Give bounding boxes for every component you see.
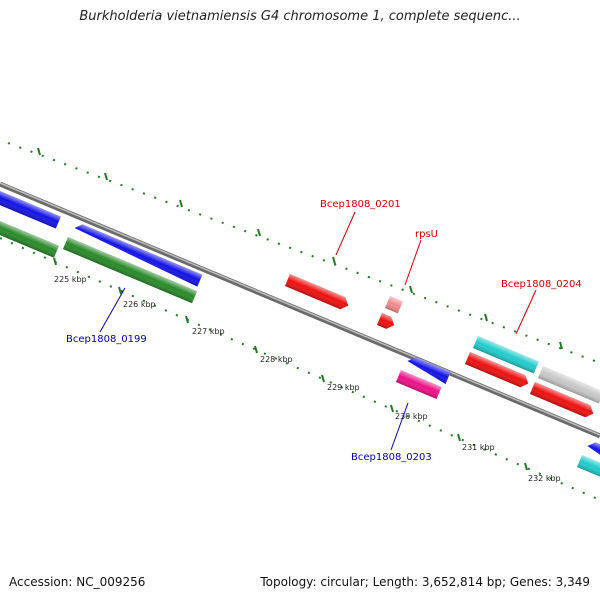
ruler-label-230: 230 kbp <box>395 412 428 421</box>
leader-0203 <box>390 402 409 451</box>
gene-features <box>0 191 600 479</box>
map-title: Burkholderia vietnamiensis G4 chromosome… <box>79 9 521 24</box>
ruler-labels: 225 kbp 226 kbp 227 kbp 228 kbp 229 kbp … <box>54 275 561 483</box>
gene-label-0199: Bcep1808_0199 <box>66 334 147 345</box>
gene-red-0201 <box>284 274 349 310</box>
backbone <box>0 181 600 439</box>
ruler-label-232: 232 kbp <box>528 474 561 483</box>
ruler-label-231: 231 kbp <box>462 443 495 452</box>
gene-blue-left-outer <box>0 191 61 229</box>
gene-label-rpsU: rpsU <box>415 229 438 240</box>
gene-red-0204 <box>464 352 529 388</box>
gene-blue-right-edge <box>587 442 600 464</box>
inner-tick-ring <box>0 237 600 501</box>
leader-0201 <box>335 211 356 256</box>
outer-tick-ring <box>7 142 600 364</box>
ruler-label-226: 226 kbp <box>123 300 156 309</box>
gene-magenta-0203 <box>395 370 442 400</box>
gene-pink-rpsU <box>384 296 403 314</box>
ruler-label-227: 227 kbp <box>192 327 225 336</box>
gene-label-0201: Bcep1808_0201 <box>320 199 401 210</box>
gene-green-left-inner <box>0 221 59 258</box>
gene-label-0204: Bcep1808_0204 <box>501 279 582 290</box>
gene-green-0199 <box>62 237 198 304</box>
gene-cyan-0204 <box>472 336 539 374</box>
gene-blue-0199 <box>74 224 203 287</box>
gene-cyan-right-edge <box>576 455 600 479</box>
leader-0204 <box>515 289 537 335</box>
gene-labels: Bcep1808_0199 Bcep1808_0201 rpsU Bcep180… <box>66 199 582 463</box>
gene-label-0203: Bcep1808_0203 <box>351 452 432 463</box>
gene-label-leaders <box>99 211 537 451</box>
ruler-label-225: 225 kbp <box>54 275 87 284</box>
accession-label: Accession: NC_009256 <box>9 575 146 589</box>
gene-red-right <box>529 382 594 418</box>
gene-blue-0203 <box>407 357 451 385</box>
gene-gray-right <box>537 366 600 404</box>
leader-rpsU <box>404 239 422 286</box>
gene-red-rpsU <box>376 313 395 329</box>
ruler-label-228: 228 kbp <box>260 355 293 364</box>
leader-0199 <box>99 287 126 333</box>
sequence-summary: Topology: circular; Length: 3,652,814 bp… <box>260 575 590 589</box>
ruler-label-229: 229 kbp <box>327 383 360 392</box>
